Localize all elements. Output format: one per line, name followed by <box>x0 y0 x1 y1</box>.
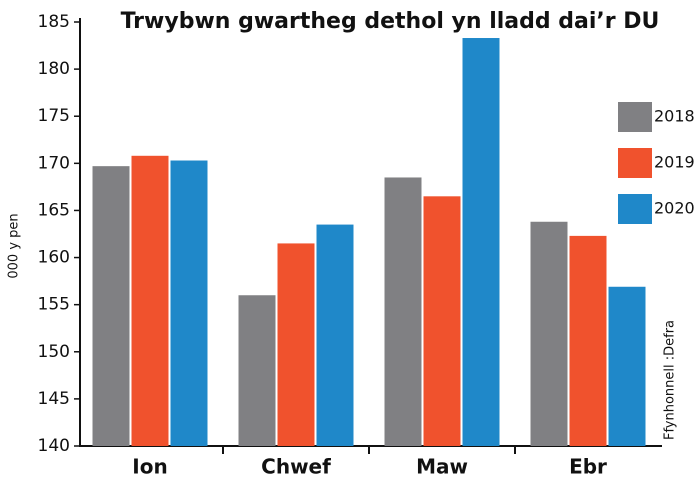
legend-label: 2020 <box>654 199 694 218</box>
y-tick-label: 140 <box>38 436 70 456</box>
bar <box>238 295 276 446</box>
y-tick-label: 145 <box>38 389 70 409</box>
bar <box>170 160 208 447</box>
bar <box>277 243 315 446</box>
y-tick-label: 180 <box>38 59 70 79</box>
y-tick-label: 155 <box>38 295 70 315</box>
x-tick-label: Ion <box>132 455 167 479</box>
legend-swatch <box>618 102 652 132</box>
y-tick-label: 165 <box>38 200 70 220</box>
source: Ffynhonnell :Defra <box>663 320 678 440</box>
bar <box>608 286 646 446</box>
legend-label: 2018 <box>654 107 694 126</box>
legend-swatch <box>618 194 652 224</box>
legend-swatch <box>618 148 652 178</box>
bar <box>462 38 500 447</box>
x-tick-label: Maw <box>416 455 468 479</box>
bar <box>530 221 568 446</box>
bar <box>384 177 422 446</box>
bar <box>423 196 461 446</box>
x-tick-label: Chwef <box>261 455 331 479</box>
y-tick-label: 185 <box>38 12 70 32</box>
y-axis-label: 000 y pen <box>7 213 22 278</box>
y-tick-label: 175 <box>38 106 70 126</box>
y-tick-label: 170 <box>38 153 70 173</box>
legend-label: 2019 <box>654 153 694 172</box>
bar <box>316 224 354 446</box>
y-tick-label: 150 <box>38 342 70 362</box>
bar <box>569 235 607 446</box>
bar <box>131 155 169 446</box>
x-tick-label: Ebr <box>569 455 607 479</box>
bar <box>92 166 130 446</box>
chart-title: Trwybwn gwartheg dethol yn lladd dai’r D… <box>121 9 660 34</box>
y-tick-label: 160 <box>38 248 70 268</box>
